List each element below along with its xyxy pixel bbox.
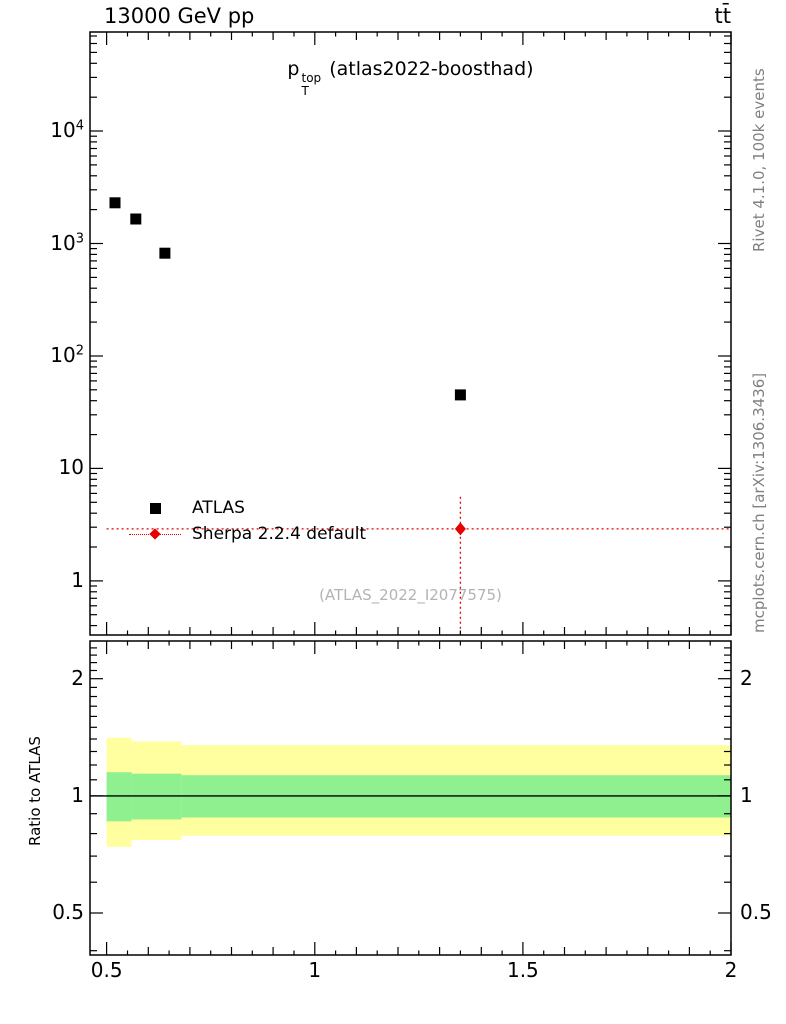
- title-superscript: top: [301, 71, 322, 85]
- ratio-axis-label: Ratio to ATLAS: [26, 736, 44, 846]
- x-tick-label: 1: [308, 958, 322, 982]
- main-y-tick-label: 1: [71, 567, 84, 592]
- beam-energy-title: 13000 GeV pp: [104, 4, 255, 28]
- title-subscript: T: [301, 83, 309, 98]
- title-suffix: (atlas2022-boosthad): [323, 58, 534, 80]
- atlas-square-marker-icon: [149, 502, 161, 514]
- title-symbol: p: [287, 58, 300, 80]
- x-tick-label: 2: [724, 958, 738, 982]
- x-tick-label: 1.5: [506, 958, 539, 982]
- legend-label-sherpa: Sherpa 2.2.4 default: [192, 524, 367, 544]
- sherpa-dotted-line-marker-icon: [129, 527, 181, 540]
- legend-marker-area: [126, 502, 184, 514]
- main-y-tick-label: 104: [50, 118, 84, 143]
- analysis-id-watermark: (ATLAS_2022_I2077575): [319, 586, 502, 604]
- main-y-tick-label: 102: [50, 342, 84, 367]
- legend-item-sherpa: Sherpa 2.2.4 default: [126, 521, 366, 547]
- rivet-version-label: Rivet 4.1.0, 100k events: [750, 68, 768, 252]
- legend-marker-area: [126, 527, 184, 540]
- x-tick-label: 0.5: [90, 958, 123, 982]
- legend-item-atlas: ATLAS: [126, 495, 366, 521]
- title-subsup: top T: [301, 72, 321, 97]
- sherpa-diamond-marker-icon: [149, 527, 161, 540]
- process-title: tt̄: [714, 4, 731, 28]
- ratio-y-tick-label: 2: [71, 665, 84, 690]
- legend-label-atlas: ATLAS: [192, 498, 245, 518]
- ratio-y-tick-label: 0.5: [740, 900, 772, 924]
- ratio-y-tick-label: 0.5: [52, 900, 84, 924]
- mcplots-credit-label: mcplots.cern.ch [arXiv:1306.3436]: [750, 372, 768, 633]
- main-y-tick-label: 103: [50, 230, 84, 255]
- observable-title: p top T (atlas2022-boosthad): [90, 58, 731, 97]
- ratio-y-tick-label: 1: [71, 782, 84, 807]
- legend: ATLAS Sherpa 2.2.4 default: [126, 495, 366, 547]
- main-y-tick-label: 10: [58, 455, 84, 480]
- ratio-y-tick-label: 1: [740, 782, 753, 807]
- ratio-y-tick-label: 2: [740, 665, 753, 690]
